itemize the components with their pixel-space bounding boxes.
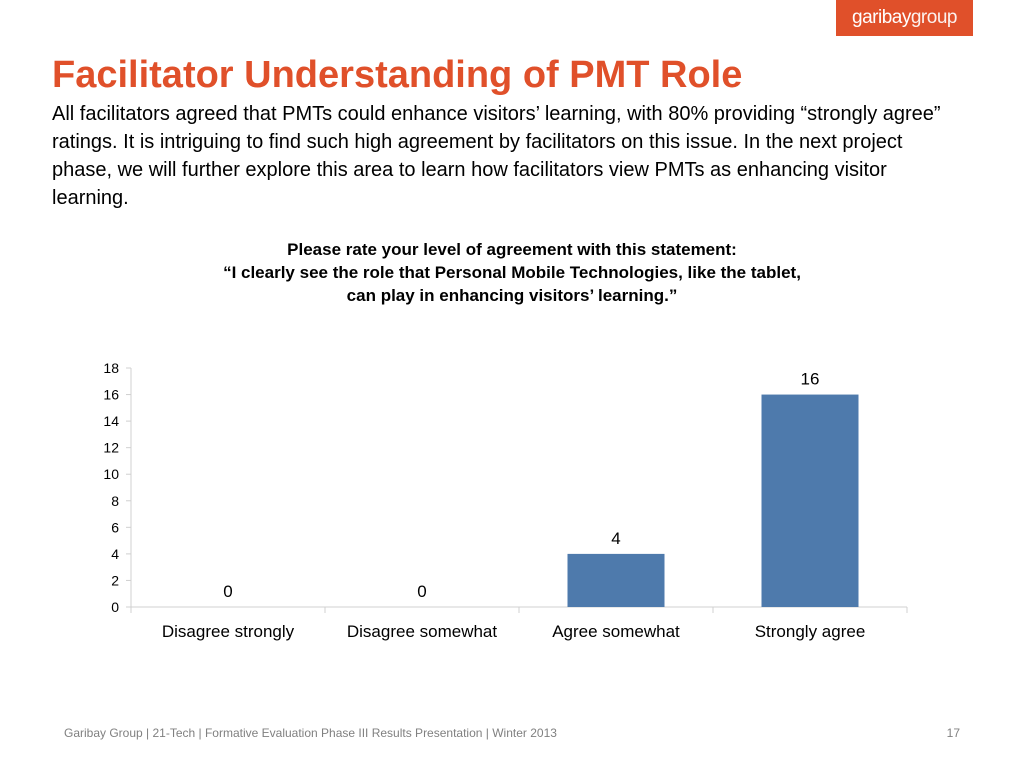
category-label: Strongly agree (755, 622, 866, 641)
y-tick-label: 18 (103, 360, 119, 376)
data-label: 4 (611, 529, 620, 548)
y-tick-label: 16 (103, 387, 119, 403)
y-tick-label: 0 (111, 599, 119, 615)
y-tick-label: 8 (111, 493, 119, 509)
page-number: 17 (946, 726, 960, 740)
category-label: Disagree strongly (162, 622, 295, 641)
slide-intro-paragraph: All facilitators agreed that PMTs could … (52, 103, 941, 209)
brand-logo: garibay group (836, 0, 973, 36)
category-label: Agree somewhat (552, 622, 680, 641)
data-label: 0 (417, 582, 426, 601)
bar (761, 394, 859, 607)
y-tick-label: 12 (103, 440, 119, 456)
slide-title: Facilitator Understanding of PMT Role (52, 54, 743, 96)
chart-title-line-1: Please rate your level of agreement with… (287, 240, 737, 259)
category-label: Disagree somewhat (347, 622, 498, 641)
chart-title: Please rate your level of agreement with… (112, 238, 912, 307)
chart-title-line-2: “I clearly see the role that Personal Mo… (223, 263, 801, 282)
y-tick-label: 2 (111, 572, 119, 588)
bar (567, 553, 665, 607)
y-tick-label: 14 (103, 413, 119, 429)
brand-logo-text-part1: garibay (852, 7, 911, 28)
chart-title-line-3: can play in enhancing visitors’ learning… (346, 286, 678, 305)
y-tick-label: 6 (111, 519, 119, 535)
data-label: 0 (223, 582, 232, 601)
data-label: 16 (801, 370, 820, 389)
footer-text: Garibay Group | 21-Tech | Formative Eval… (64, 726, 557, 740)
y-tick-label: 10 (103, 466, 119, 482)
y-tick-label: 4 (111, 546, 119, 562)
brand-logo-text-part2: group (910, 7, 958, 28)
